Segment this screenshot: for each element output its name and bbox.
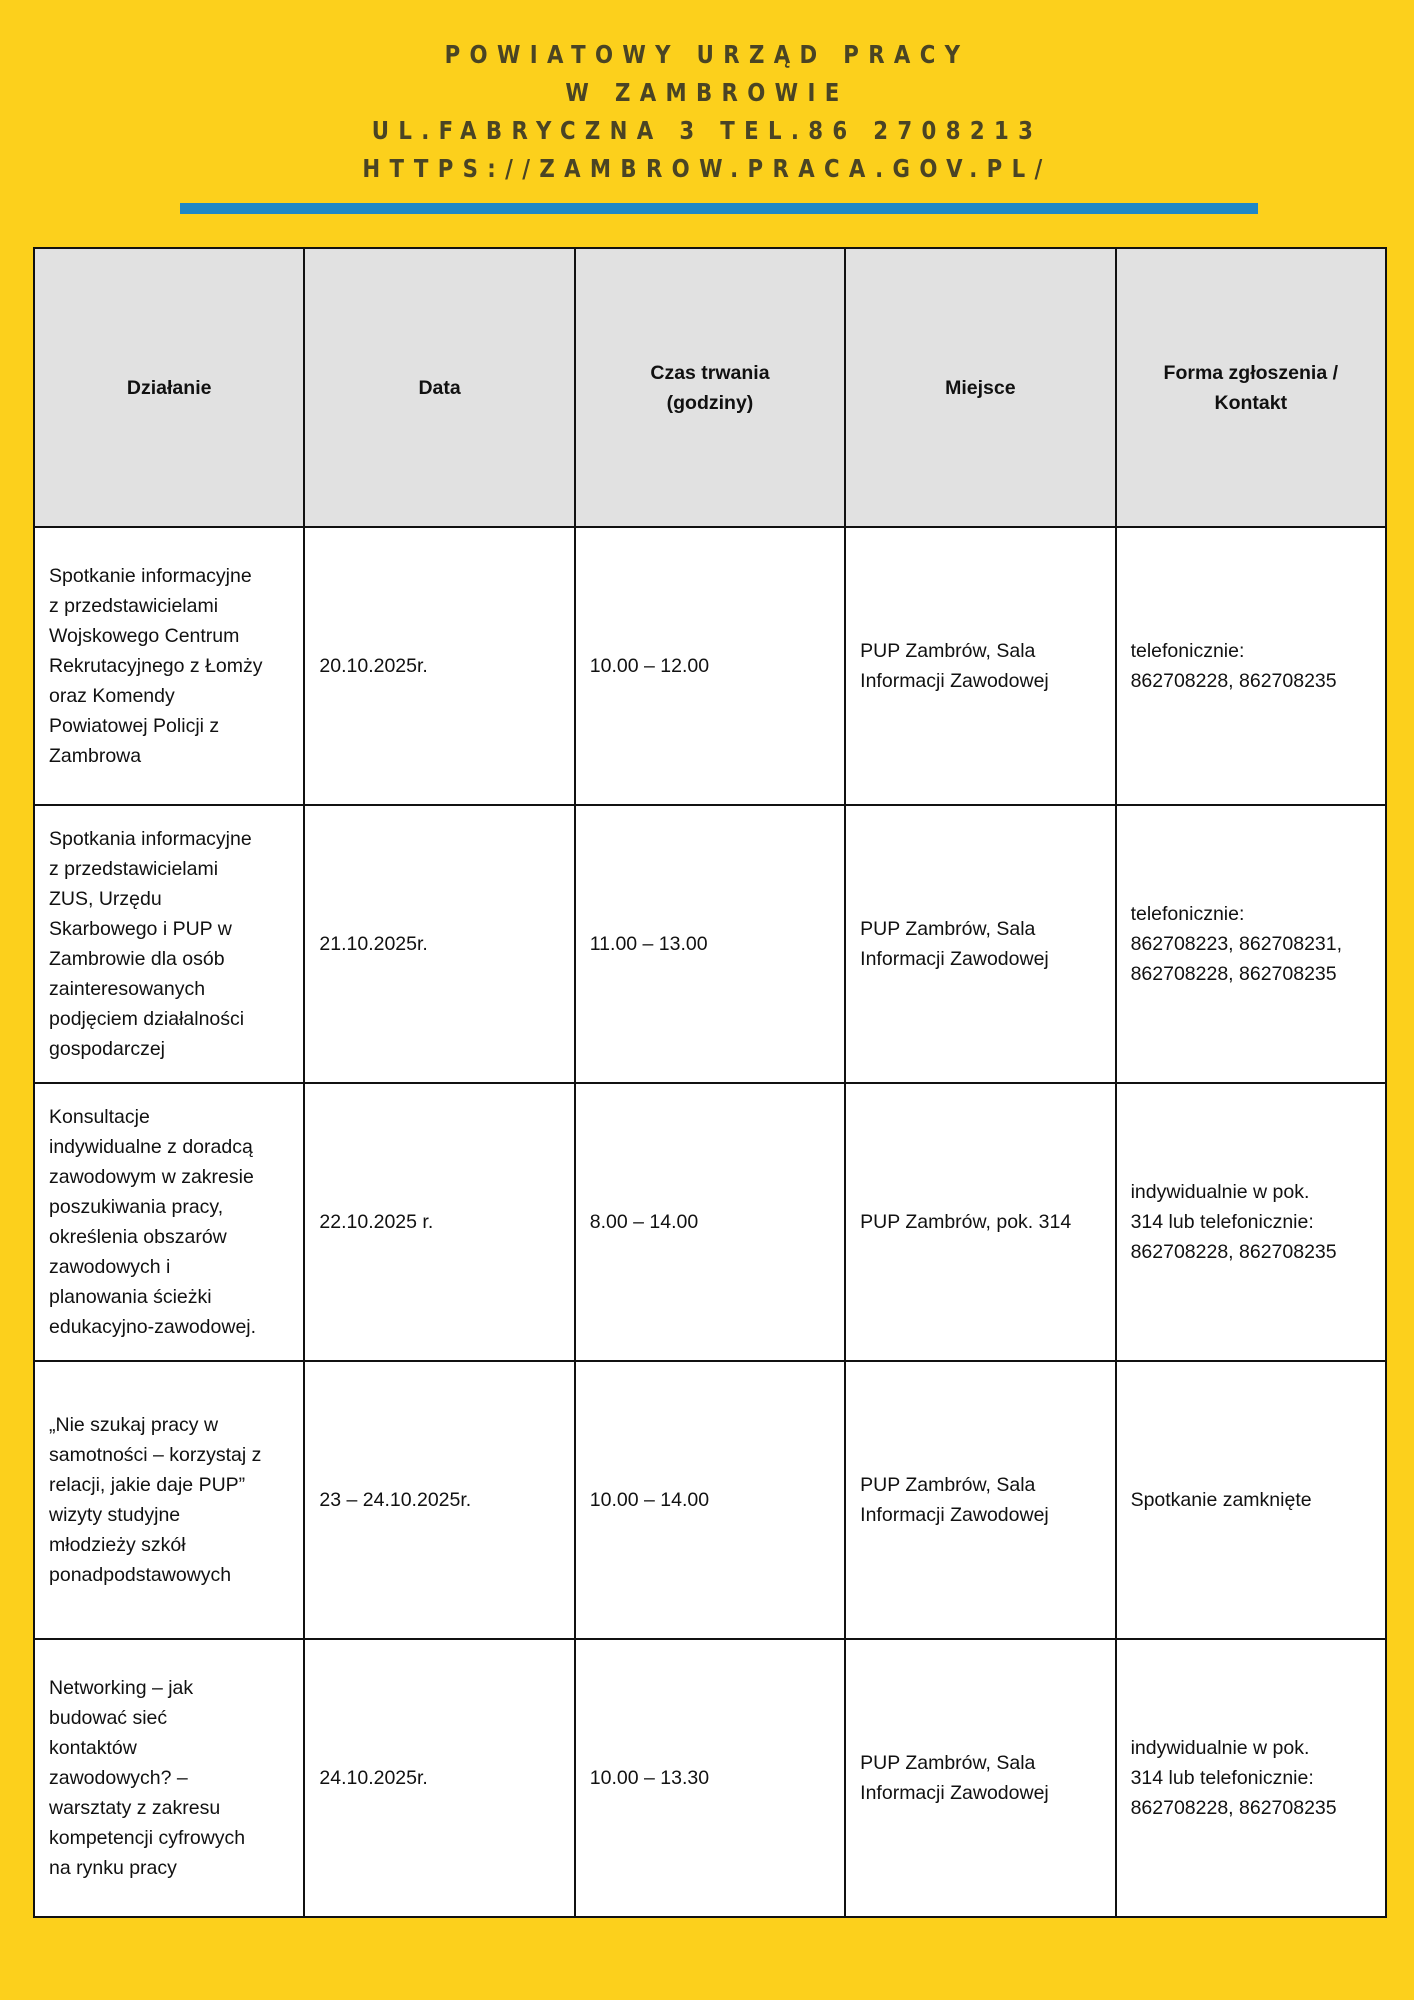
office-address: UL.FABRYCZNA 3 TEL.86 2708213 — [371, 116, 1043, 145]
office-city: W ZAMBROWIE — [565, 78, 849, 107]
cell-duration: 10.00 – 12.00 — [573, 526, 847, 806]
cell-date: 23 – 24.10.2025r. — [303, 1360, 576, 1640]
cell-duration: 8.00 – 14.00 — [573, 1082, 847, 1362]
table-row: Spotkania informacyjne z przedstawiciela… — [32, 804, 1388, 1084]
cell-place: PUP Zambrów, Sala Informacji Zawodowej — [844, 804, 1117, 1084]
table-row: „Nie szukaj pracy w samotności – korzyst… — [32, 1360, 1388, 1640]
column-header-place: Miejsce — [844, 247, 1117, 528]
cell-action: Konsultacje indywidualne z doradcą zawod… — [32, 1082, 306, 1362]
column-header-duration: Czas trwania (godziny) — [573, 247, 847, 528]
cell-place: PUP Zambrów, Sala Informacji Zawodowej — [844, 1638, 1117, 1918]
cell-contact: indywidualnie w pok. 314 lub telefoniczn… — [1114, 1638, 1388, 1918]
office-header: POWIATOWY URZĄD PRACY W ZAMBROWIE UL.FAB… — [0, 36, 1414, 188]
cell-duration: 11.00 – 13.00 — [573, 804, 847, 1084]
table-row: Spotkanie informacyjne z przedstawiciela… — [32, 526, 1388, 806]
cell-duration: 10.00 – 14.00 — [573, 1360, 847, 1640]
office-name: POWIATOWY URZĄD PRACY — [444, 40, 970, 69]
table-row: Konsultacje indywidualne z doradcą zawod… — [32, 1082, 1388, 1362]
cell-action: „Nie szukaj pracy w samotności – korzyst… — [32, 1360, 306, 1640]
cell-action: Spotkanie informacyjne z przedstawiciela… — [32, 526, 306, 806]
cell-date: 21.10.2025r. — [303, 804, 576, 1084]
cell-place: PUP Zambrów, Sala Informacji Zawodowej — [844, 526, 1117, 806]
cell-action: Networking – jak budować sieć kontaktów … — [32, 1638, 306, 1918]
cell-date: 24.10.2025r. — [303, 1638, 576, 1918]
cell-contact: indywidualnie w pok. 314 lub telefoniczn… — [1114, 1082, 1388, 1362]
cell-date: 20.10.2025r. — [303, 526, 576, 806]
cell-duration: 10.00 – 13.30 — [573, 1638, 847, 1918]
office-website: HTTPS://ZAMBROW.PRACA.GOV.PL/ — [362, 154, 1052, 183]
column-header-action: Działanie — [32, 247, 306, 528]
divider-bar — [180, 203, 1258, 214]
cell-place: PUP Zambrów, Sala Informacji Zawodowej — [844, 1360, 1117, 1640]
events-table: Działanie Data Czas trwania (godziny) Miejs… — [32, 247, 1388, 1918]
cell-place: PUP Zambrów, pok. 314 — [844, 1082, 1117, 1362]
cell-contact: telefonicznie: 862708228, 862708235 — [1114, 526, 1388, 806]
column-header-date: Data — [303, 247, 576, 528]
cell-date: 22.10.2025 r. — [303, 1082, 576, 1362]
table-row: Networking – jak budować sieć kontaktów … — [32, 1638, 1388, 1918]
cell-action: Spotkania informacyjne z przedstawiciela… — [32, 804, 306, 1084]
cell-contact: Spotkanie zamknięte — [1114, 1360, 1388, 1640]
cell-contact: telefonicznie: 862708223, 862708231, 862… — [1114, 804, 1388, 1084]
column-header-contact: Forma zgłoszenia / Kontakt — [1114, 247, 1388, 528]
table-header-row: Działanie Data Czas trwania (godziny) Miejs… — [32, 247, 1388, 528]
